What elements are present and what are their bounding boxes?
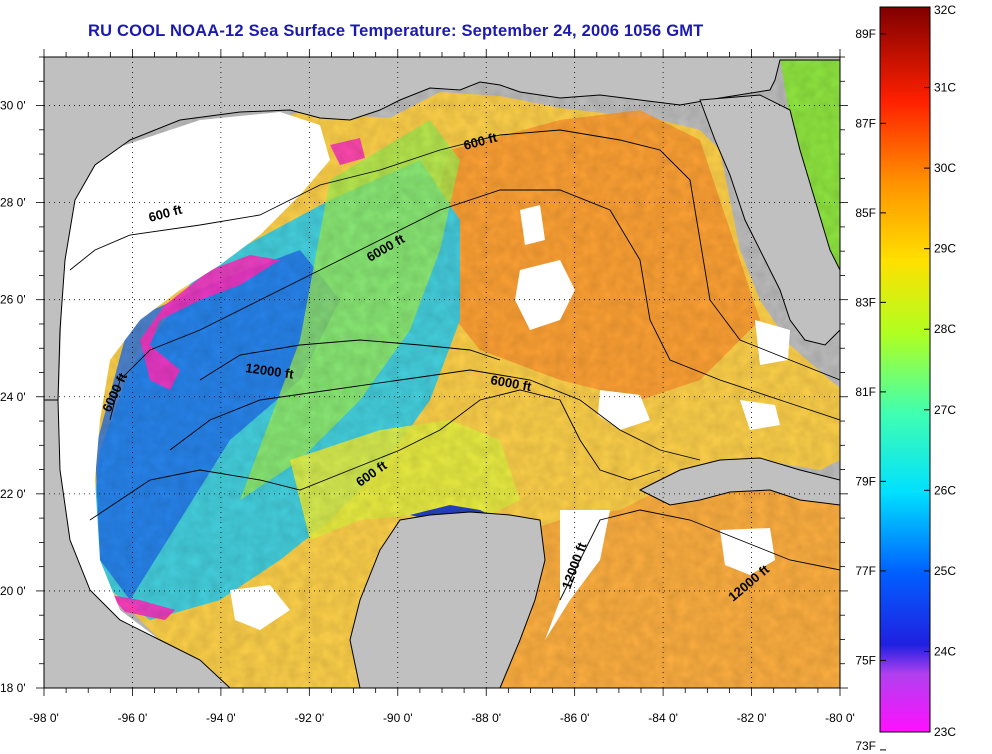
latitude-labels: 30 0' 28 0' 26 0' 24 0' 22 0' 20 0' 18 0' <box>0 99 26 695</box>
lon-label: -84 0' <box>648 711 678 725</box>
contour-label: 6000 ft <box>489 372 533 394</box>
contour-600ft <box>69 129 840 381</box>
lon-label: -80 0' <box>825 711 855 725</box>
fahrenheit-label: 85F <box>855 206 876 220</box>
cloud-south-1 <box>230 585 290 630</box>
land-yucatan <box>349 511 546 688</box>
contour-6000ft-2 <box>169 369 701 461</box>
land-us-gulf-coast <box>44 57 840 401</box>
contour-12000ft-carib <box>559 509 840 601</box>
fahrenheit-label: 83F <box>855 295 876 309</box>
land-bahamas <box>800 225 815 262</box>
cloud-mid-3 <box>755 320 790 365</box>
celsius-label: 26C <box>934 483 956 497</box>
lat-label: 28 0' <box>0 196 26 210</box>
celsius-label: 23C <box>934 725 956 739</box>
cloud-yucatan <box>545 510 610 640</box>
cloud-caribbean <box>720 528 775 575</box>
celsius-label: 24C <box>934 644 956 658</box>
fahrenheit-label: 89F <box>855 27 876 41</box>
contour-label: 12000 ft <box>245 360 296 382</box>
contour-12000ft <box>199 339 501 381</box>
cloud-mid-1 <box>515 260 575 330</box>
map-title: RU COOL NOAA-12 Sea Surface Temperature:… <box>88 22 704 40</box>
cloud-mid-2 <box>598 390 650 430</box>
celsius-label: 32C <box>934 3 956 17</box>
lon-label: -86 0' <box>560 711 590 725</box>
fahrenheit-label: 75F <box>855 653 876 667</box>
lat-label: 30 0' <box>0 99 26 113</box>
contour-6000ft <box>109 189 840 421</box>
cloud-north-1 <box>520 205 545 245</box>
land-mexico <box>44 399 231 688</box>
cloud-mid-4 <box>740 400 780 430</box>
lon-label: -96 0' <box>118 711 148 725</box>
longitude-labels: -98 0' -96 0' -94 0' -92 0' -90 0' -88 0' -86 … <box>29 711 855 725</box>
celsius-label: 28C <box>934 322 956 336</box>
lat-label: 20 0' <box>0 584 26 598</box>
lat-label: 22 0' <box>0 487 26 501</box>
land-florida <box>699 94 840 346</box>
lat-label: 18 0' <box>0 681 26 695</box>
bathymetry-contours <box>69 129 840 601</box>
celsius-label: 31C <box>934 81 956 95</box>
axis-ticks <box>36 49 848 696</box>
fahrenheit-label: 73F <box>855 739 876 753</box>
fahrenheit-label: 79F <box>855 474 876 488</box>
celsius-label: 27C <box>934 403 956 417</box>
celsius-label: 25C <box>934 564 956 578</box>
fahrenheit-label: 77F <box>855 564 876 578</box>
land-cuba <box>638 457 840 506</box>
fahrenheit-label: 87F <box>855 116 876 130</box>
colorbar-labels: 32C 31C 30C 29C 28C 27C 26C 25C 24C 23C 89F 87F 85F 8… <box>855 3 956 753</box>
lon-label: -98 0' <box>29 711 59 725</box>
colorbar <box>879 6 931 733</box>
lon-label: -90 0' <box>383 711 413 725</box>
contour-600ft-south <box>89 389 661 521</box>
grid-lines <box>44 57 840 688</box>
celsius-label: 30C <box>934 161 956 175</box>
lon-label: -82 0' <box>737 711 767 725</box>
lat-label: 26 0' <box>0 293 26 307</box>
lon-label: -88 0' <box>471 711 501 725</box>
fahrenheit-label: 81F <box>855 385 876 399</box>
lon-label: -92 0' <box>295 711 325 725</box>
celsius-label: 29C <box>934 242 956 256</box>
lat-label: 24 0' <box>0 390 26 404</box>
lon-label: -94 0' <box>206 711 236 725</box>
cloud-texas-coast <box>55 112 330 688</box>
